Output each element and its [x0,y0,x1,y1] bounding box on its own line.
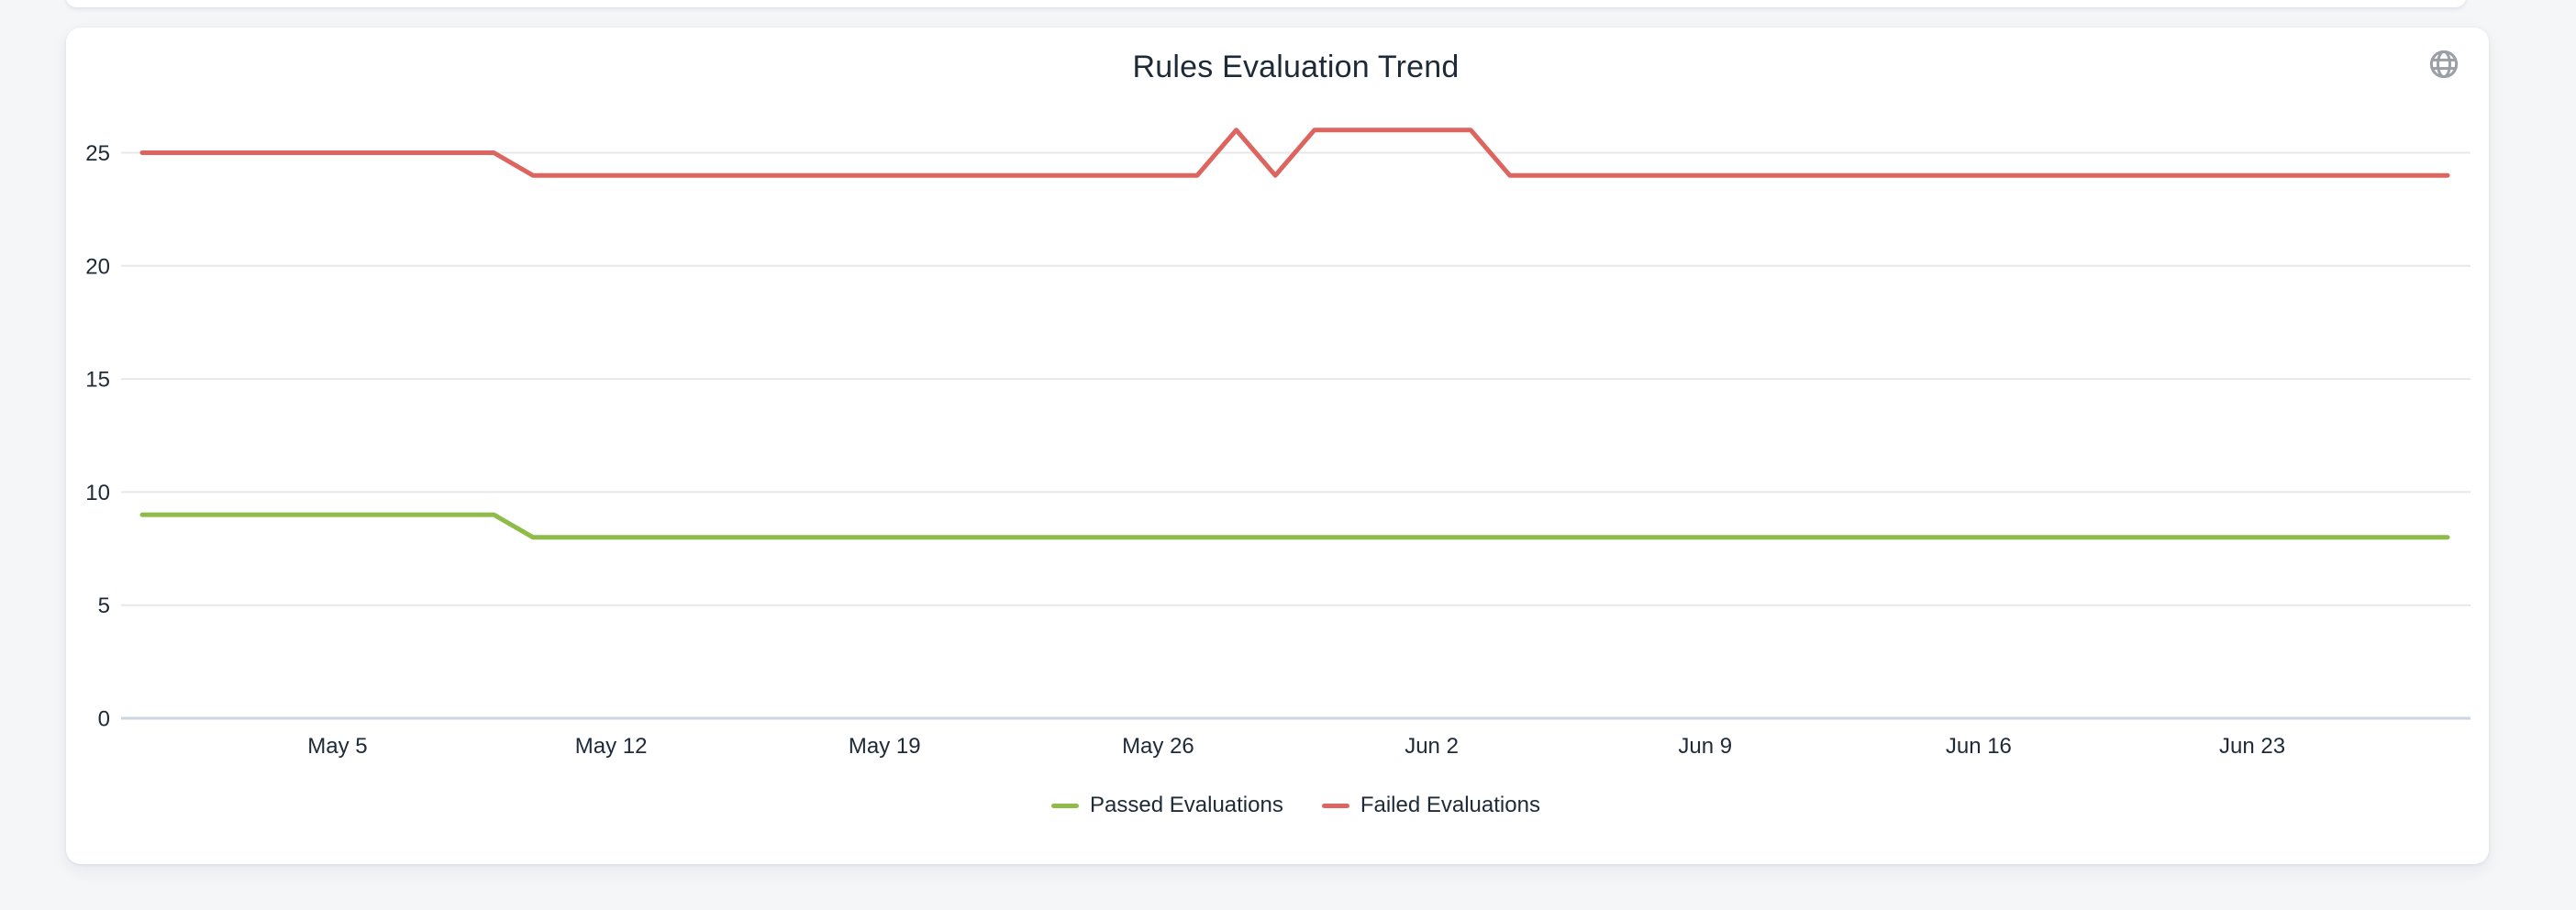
series-line-passed [139,512,2450,540]
y-axis-tick-label: 0 [98,707,110,732]
legend-item-passed[interactable]: Passed Evaluations [1051,793,1283,818]
card-above-sliver [66,0,2466,7]
x-axis-tick-label: Jun 16 [1946,734,2012,759]
legend-swatch-passed [1051,803,1080,808]
legend-item-failed[interactable]: Failed Evaluations [1321,793,1540,818]
x-axis-tick-label: Jun 23 [2219,734,2285,759]
y-axis-tick-label: 10 [85,481,110,505]
y-axis-tick-label: 20 [85,254,110,279]
globe-icon-glyph [2429,50,2459,79]
legend-label: Failed Evaluations [1360,793,1540,817]
chart-title: Rules Evaluation Trend [1132,50,1460,84]
x-axis-tick-label: May 26 [1122,734,1194,759]
rules-evaluation-trend-card: Rules Evaluation Trend 0 5 10 15 20 25 May 5 Ma… [66,28,2489,864]
x-axis-tick-label: May 5 [307,734,367,759]
chart-plot-area: 0 5 10 15 20 25 May 5 May 12 May 19 May 26 Jun 2 Ju… [85,128,2471,759]
series-line-failed [139,128,2450,178]
legend-swatch-failed [1321,803,1349,808]
legend-label: Passed Evaluations [1090,793,1283,817]
x-axis-tick-label: May 19 [849,734,921,759]
globe-icon[interactable] [2426,47,2461,82]
y-axis-tick-label: 15 [85,368,110,393]
chart-legend: Passed Evaluations Failed Evaluations [121,793,2471,818]
y-axis-tick-label: 25 [85,141,110,166]
x-axis-tick-label: Jun 2 [1405,734,1459,759]
y-axis-tick-label: 5 [98,594,110,618]
x-axis-tick-label: Jun 9 [1678,734,1732,759]
x-axis-tick-label: May 12 [575,734,648,759]
